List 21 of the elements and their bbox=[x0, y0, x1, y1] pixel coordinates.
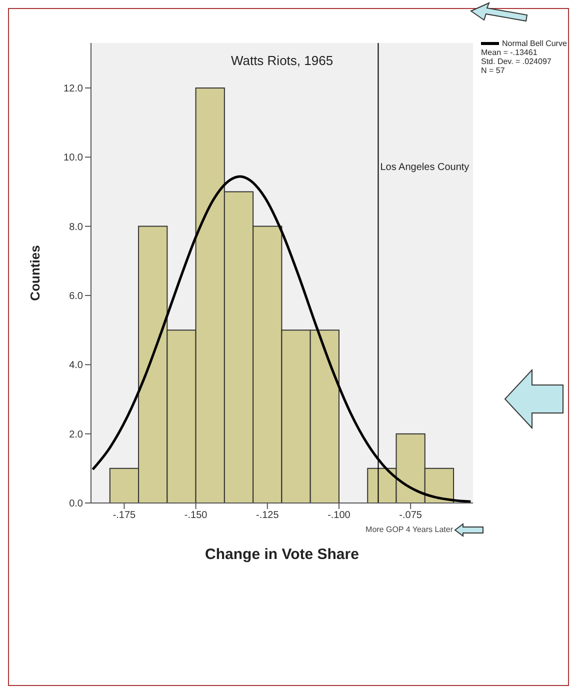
x-tick-label: -.175 bbox=[112, 510, 136, 522]
text: Watts Riots, 1965 bbox=[230, 53, 334, 68]
text: Mean = -.13461 bbox=[481, 48, 538, 57]
x-tick-label: -.150 bbox=[184, 510, 208, 522]
y-tick-label: 6.0 bbox=[69, 291, 84, 302]
y-tick-label: 12.0 bbox=[64, 84, 84, 95]
y-axis-title: Counties bbox=[28, 245, 43, 301]
text: Std. Dev. = .024097 bbox=[481, 57, 552, 66]
x-tick-label: -.075 bbox=[399, 510, 422, 522]
y-tick-label: 0.0 bbox=[69, 498, 84, 510]
text: N = 57 bbox=[481, 66, 506, 75]
y-tick-label: 2.0 bbox=[69, 429, 84, 440]
ref-line-label: Los Angeles County bbox=[380, 162, 470, 174]
x-axis-title: Change in Vote Share bbox=[205, 546, 359, 563]
x-tick-label: -.100 bbox=[328, 510, 351, 522]
text: More GOP 4 Years Later bbox=[366, 525, 453, 534]
y-tick-label: 8.0 bbox=[69, 222, 84, 233]
x-tick-label: -.125 bbox=[256, 510, 280, 522]
y-tick-label: 10.0 bbox=[64, 152, 84, 164]
legend-label: Normal Bell Curve bbox=[501, 39, 567, 48]
y-tick-label: 4.0 bbox=[69, 360, 84, 372]
